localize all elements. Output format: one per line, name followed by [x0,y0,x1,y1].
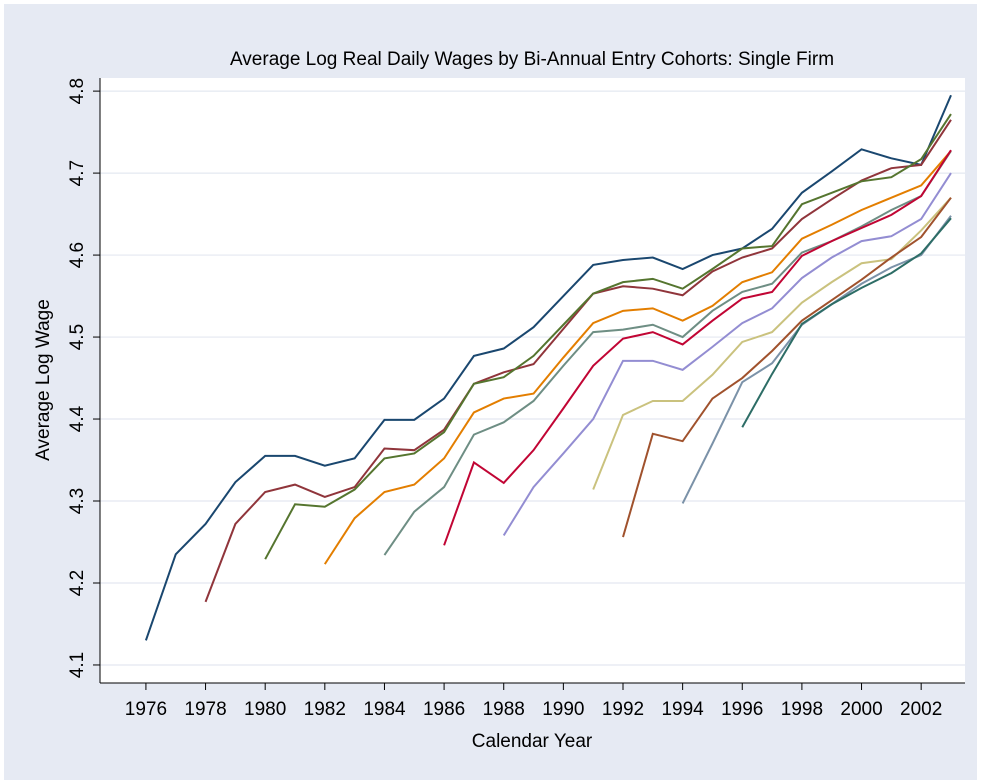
series-line [204,119,952,603]
series-line [592,197,952,490]
y-tick-label: 4.7 [67,160,88,186]
x-tick-label: 1980 [244,699,286,720]
series-line [443,149,952,546]
x-tick-label: 1988 [483,699,525,720]
series-line [741,217,952,428]
y-tick-label: 4.8 [67,78,88,104]
y-tick-label: 4.3 [67,488,88,514]
x-tick-label: 1998 [781,699,823,720]
series-line [264,113,952,560]
y-axis-label: Average Log Wage [33,299,54,461]
series-line [502,172,952,536]
x-tick-label: 1994 [661,699,704,720]
x-tick-label: 2000 [840,699,882,720]
y-tick-label: 4.2 [67,570,88,596]
x-tick-label: 1992 [602,699,644,720]
chart-title: Average Log Real Daily Wages by Bi-Annua… [230,49,834,70]
y-tick-label: 4.4 [67,405,88,432]
x-tick-label: 1984 [363,699,406,720]
series-line [383,150,952,556]
y-tick-label: 4.6 [67,242,88,268]
x-tick-label: 2002 [900,699,942,720]
x-tick-label: 1990 [542,699,584,720]
series-line [144,94,952,641]
x-axis-label: Calendar Year [472,731,593,752]
y-tick-label: 4.1 [67,652,88,678]
x-tick-label: 1978 [184,699,226,720]
x-tick-label: 1996 [721,699,763,720]
series-line [323,150,952,565]
x-tick-label: 1976 [125,699,167,720]
y-tick-label: 4.5 [67,324,88,350]
x-tick-label: 1986 [423,699,465,720]
series-line [622,197,952,538]
x-tick-label: 1982 [304,699,346,720]
